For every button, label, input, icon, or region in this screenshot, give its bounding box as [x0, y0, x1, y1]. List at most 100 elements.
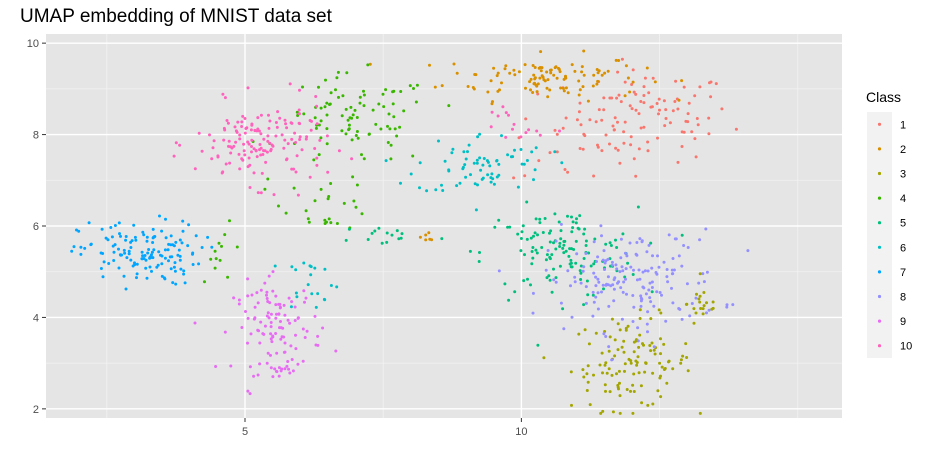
data-point	[607, 367, 611, 371]
data-point	[592, 240, 596, 244]
data-point	[638, 308, 642, 312]
data-point	[559, 222, 563, 226]
data-point	[618, 394, 622, 398]
data-point	[217, 241, 221, 245]
data-point	[731, 303, 735, 307]
data-point	[562, 327, 566, 331]
data-point	[628, 90, 632, 94]
data-point	[664, 108, 668, 112]
data-point	[647, 288, 651, 292]
data-point	[216, 155, 220, 159]
data-point	[478, 156, 482, 160]
data-point	[145, 235, 149, 239]
data-point	[428, 63, 431, 67]
data-point	[629, 361, 633, 365]
data-point	[516, 185, 520, 189]
data-point	[614, 263, 618, 267]
data-point	[314, 95, 318, 98]
data-point	[615, 246, 619, 249]
legend-label: 2	[900, 144, 906, 156]
data-point	[263, 187, 267, 191]
data-point	[610, 260, 614, 264]
data-point	[479, 168, 483, 172]
data-point	[344, 132, 348, 136]
data-point	[354, 134, 358, 137]
data-point	[478, 251, 481, 254]
data-point	[676, 160, 680, 164]
data-point	[150, 250, 154, 254]
data-point	[658, 361, 662, 365]
data-point	[621, 232, 625, 236]
data-point	[160, 254, 164, 258]
data-point	[337, 149, 341, 153]
data-point	[617, 93, 621, 97]
data-point	[603, 268, 606, 271]
data-point	[288, 82, 292, 86]
data-point	[600, 290, 603, 294]
data-point	[702, 304, 706, 308]
data-point	[660, 293, 663, 297]
data-point	[246, 316, 250, 320]
data-point	[616, 348, 620, 352]
data-point	[587, 251, 591, 255]
data-point	[600, 73, 604, 77]
data-point	[624, 328, 628, 332]
data-point	[577, 332, 581, 336]
data-point	[296, 193, 300, 197]
data-point	[250, 293, 254, 297]
data-point	[624, 64, 628, 68]
data-point	[629, 135, 633, 139]
data-point	[538, 221, 542, 225]
data-point	[500, 134, 503, 138]
data-point	[350, 157, 354, 161]
x-tick-label: 10	[515, 426, 527, 438]
data-point	[692, 321, 696, 325]
data-point	[286, 318, 290, 322]
data-point	[259, 288, 263, 292]
data-point	[377, 102, 381, 106]
data-point	[588, 403, 592, 407]
data-point	[151, 241, 155, 244]
data-point	[697, 281, 701, 285]
data-point	[267, 126, 271, 130]
data-point	[555, 132, 559, 136]
data-point	[234, 140, 238, 144]
data-point	[240, 125, 244, 128]
data-point	[617, 280, 621, 284]
data-point	[144, 266, 148, 270]
data-point	[340, 129, 344, 133]
data-point	[578, 88, 582, 92]
data-point	[620, 345, 624, 349]
data-point	[671, 109, 675, 113]
data-point	[591, 314, 595, 318]
data-point	[600, 118, 604, 122]
data-point	[566, 269, 570, 273]
data-point	[451, 147, 455, 151]
data-point	[250, 123, 254, 127]
data-point	[599, 224, 603, 228]
data-point	[548, 257, 552, 261]
data-point	[671, 301, 675, 305]
data-point	[151, 227, 155, 231]
data-point	[650, 290, 654, 294]
data-point	[561, 86, 565, 90]
data-point	[638, 277, 642, 281]
data-point	[129, 246, 133, 249]
data-point	[667, 233, 671, 237]
data-point	[340, 114, 344, 118]
data-point	[325, 142, 329, 146]
data-point	[561, 126, 565, 130]
data-point	[536, 92, 540, 96]
data-point	[607, 349, 611, 353]
data-point	[613, 338, 617, 342]
data-point	[347, 123, 351, 127]
data-point	[329, 182, 333, 185]
data-point	[607, 345, 611, 349]
data-point	[573, 69, 577, 73]
data-point	[262, 332, 266, 336]
data-point	[585, 372, 589, 376]
data-point	[218, 258, 222, 262]
data-point	[507, 113, 510, 117]
data-point	[158, 214, 161, 218]
data-point	[630, 83, 634, 86]
